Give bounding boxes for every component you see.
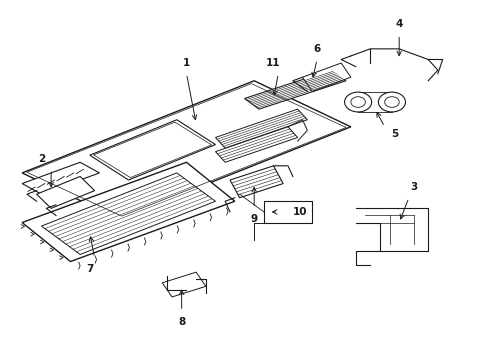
Polygon shape <box>22 81 350 219</box>
Polygon shape <box>22 162 99 194</box>
Circle shape <box>384 97 398 107</box>
Polygon shape <box>264 201 311 222</box>
Text: 2: 2 <box>38 154 45 164</box>
Polygon shape <box>162 272 205 297</box>
Polygon shape <box>37 176 95 208</box>
Text: 11: 11 <box>265 58 280 68</box>
Text: 4: 4 <box>395 19 402 29</box>
Circle shape <box>378 92 405 112</box>
Polygon shape <box>215 127 297 162</box>
Polygon shape <box>244 70 346 109</box>
Text: 1: 1 <box>183 58 190 68</box>
Text: 3: 3 <box>409 182 416 192</box>
Circle shape <box>344 92 371 112</box>
Polygon shape <box>90 120 215 180</box>
Polygon shape <box>215 109 307 148</box>
Text: 6: 6 <box>313 44 320 54</box>
Text: 8: 8 <box>178 317 185 327</box>
Text: 7: 7 <box>86 264 93 274</box>
Text: 9: 9 <box>250 214 257 224</box>
Polygon shape <box>22 162 234 261</box>
Polygon shape <box>229 166 283 198</box>
Text: 5: 5 <box>390 129 397 139</box>
Circle shape <box>350 97 365 107</box>
Text: 10: 10 <box>292 207 307 217</box>
Polygon shape <box>302 63 350 91</box>
